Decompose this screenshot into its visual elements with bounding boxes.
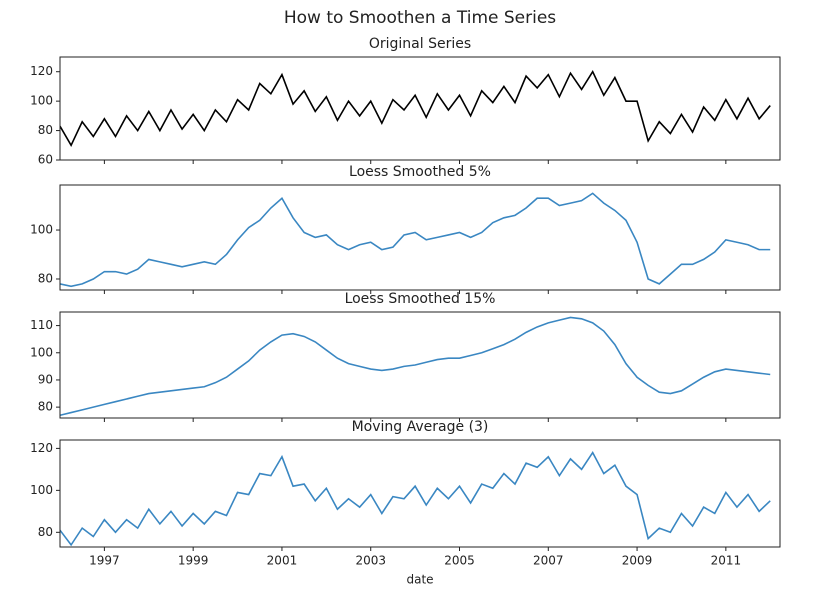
series-line [60,192,771,288]
y-tick-label: 120 [30,64,53,78]
y-tick-label: 110 [30,318,53,332]
figure-title: How to Smoothen a Time Series [284,8,556,28]
y-tick-label: 80 [38,271,53,285]
subplot-title: Original Series [369,36,471,52]
subplot-title: Loess Smoothed 15% [345,291,496,307]
subplot-title: Moving Average (3) [352,419,489,435]
y-tick-label: 60 [38,153,53,167]
axes-frame [59,311,781,419]
subplot-title: Loess Smoothed 5% [349,164,491,180]
series-line [60,316,771,417]
y-tick-label: 80 [38,400,53,414]
y-tick-label: 100 [30,345,53,359]
y-tick-label: 90 [38,372,53,386]
x-tick-label: 2007 [533,554,564,568]
y-tick-label: 80 [38,123,53,137]
x-tick-label: 2005 [444,554,475,568]
x-tick-label: 1997 [89,554,120,568]
series-line [60,451,771,547]
series-line [60,70,771,148]
y-tick-label: 100 [30,483,53,497]
y-tick-label: 100 [30,223,53,237]
axes-frame [59,439,781,548]
axes-frame [59,184,781,291]
x-axis-label: date [406,573,433,587]
x-tick-label: 2011 [711,554,742,568]
y-tick-label: 120 [30,441,53,455]
x-tick-label: 1999 [178,554,209,568]
x-tick-label: 2001 [267,554,298,568]
x-tick-label: 2003 [355,554,386,568]
axes-frame [59,56,781,161]
x-tick-label: 2009 [622,554,653,568]
y-tick-label: 100 [30,94,53,108]
y-tick-label: 80 [38,525,53,539]
